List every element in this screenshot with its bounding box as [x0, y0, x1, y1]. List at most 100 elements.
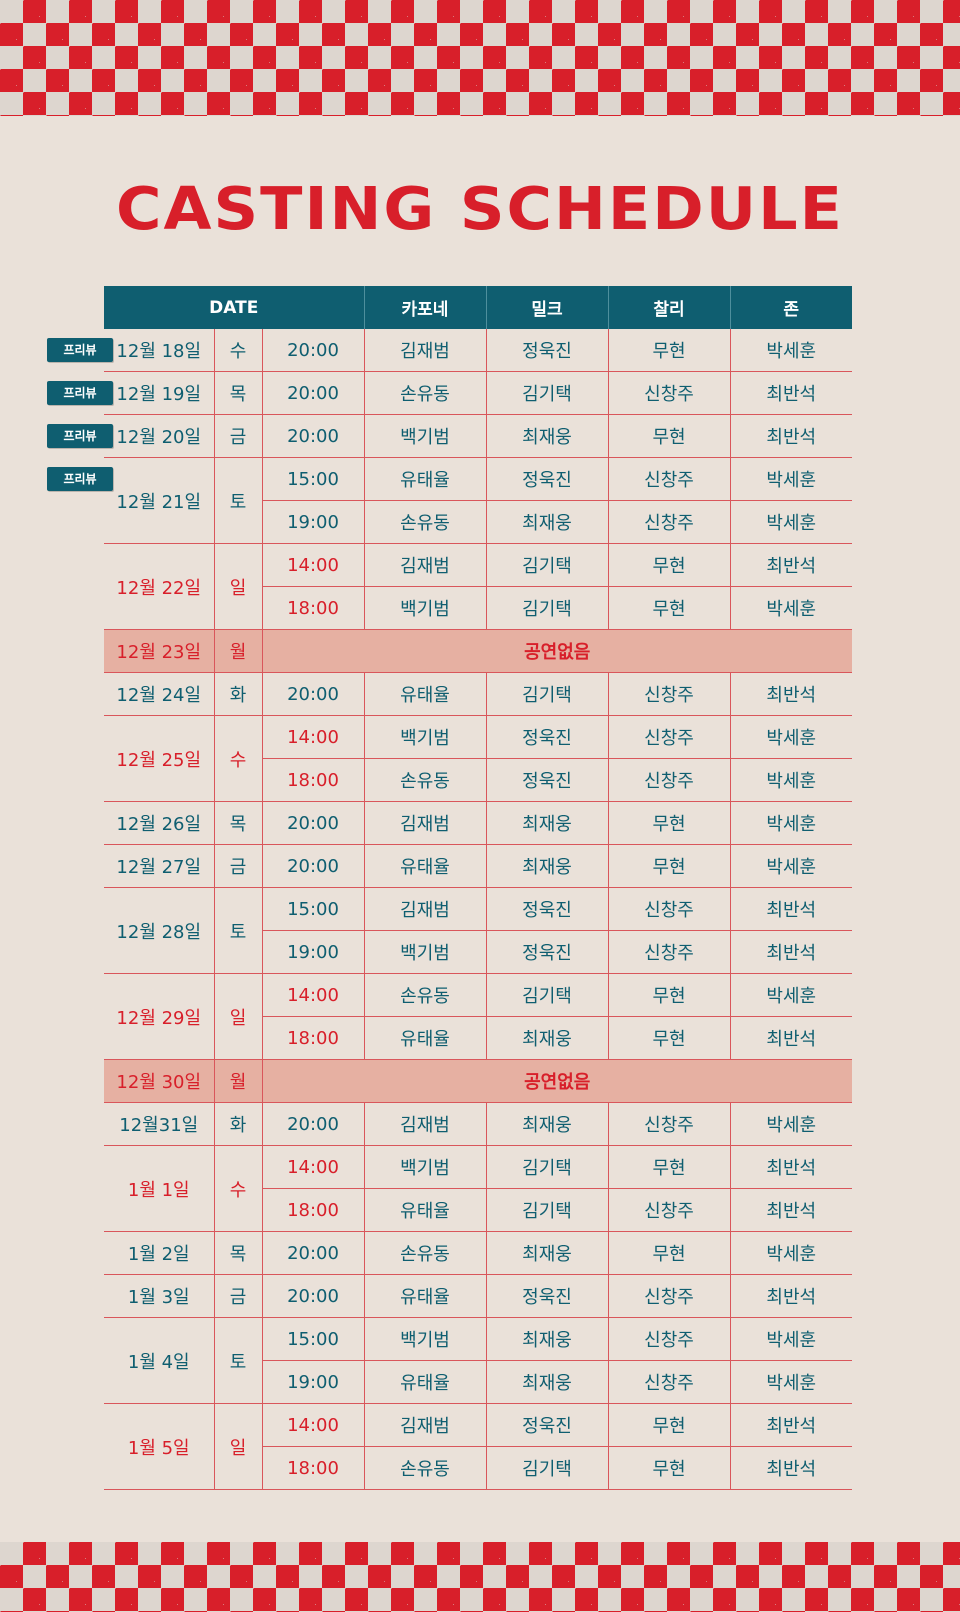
cast-cell: 손유동	[364, 371, 487, 415]
cast-cell: 백기범	[364, 715, 487, 759]
cast-cell: 박세훈	[730, 844, 852, 888]
time-cell: 14:00	[262, 543, 365, 587]
cast-cell: 최반석	[730, 543, 852, 587]
table-row: 12월31일 화 20:00 김재범 최재웅 신창주 박세훈	[104, 1102, 852, 1146]
cast-cell: 김재범	[364, 1102, 487, 1146]
cast-cell: 박세훈	[730, 801, 852, 845]
weekday-cell: 화	[214, 672, 263, 716]
time-cell: 18:00	[262, 586, 365, 630]
cast-cell: 정욱진	[486, 457, 609, 501]
date-cell: 12월 26일	[104, 801, 215, 845]
date-cell: 12월31일	[104, 1102, 215, 1146]
cast-cell: 정욱진	[486, 887, 609, 931]
header-john: 존	[730, 286, 852, 329]
cast-cell: 무현	[608, 801, 731, 845]
date-cell: 12월 22일	[104, 543, 215, 630]
cast-cell: 정욱진	[486, 715, 609, 759]
table-row: 1월 3일 금 20:00 유태율 정욱진 신창주 최반석	[104, 1274, 852, 1318]
cast-cell: 무현	[608, 973, 731, 1017]
cast-cell: 신창주	[608, 371, 731, 415]
date-cell: 12월 24일	[104, 672, 215, 716]
weekday-cell: 금	[214, 844, 263, 888]
table-row: 19:00 백기범 정욱진 신창주 최반석	[104, 930, 852, 974]
time-cell: 20:00	[262, 329, 365, 372]
cast-cell: 박세훈	[730, 500, 852, 544]
cast-cell: 신창주	[608, 672, 731, 716]
date-text: 12월 21일	[116, 491, 202, 513]
time-cell: 14:00	[262, 1403, 365, 1447]
weekday-cell: 금	[214, 414, 263, 458]
cast-cell: 김재범	[364, 801, 487, 845]
time-cell: 20:00	[262, 672, 365, 716]
cast-cell: 최반석	[730, 1145, 852, 1189]
weekday-cell: 월	[214, 629, 263, 673]
cast-cell: 최반석	[730, 1016, 852, 1060]
cast-cell: 최재웅	[486, 801, 609, 845]
header-capone: 카포네	[364, 286, 487, 329]
cast-cell: 박세훈	[730, 715, 852, 759]
date-text: 12월 19일	[116, 384, 202, 405]
table-row: 18:00 손유동 정욱진 신창주 박세훈	[104, 758, 852, 802]
header-date: DATE	[104, 286, 365, 329]
cast-cell: 박세훈	[730, 758, 852, 802]
cast-cell: 무현	[608, 586, 731, 630]
weekday-cell: 일	[214, 1403, 263, 1490]
weekday-cell: 월	[214, 1059, 263, 1103]
cast-cell: 무현	[608, 414, 731, 458]
preview-badge: 프리뷰	[47, 381, 113, 405]
time-cell: 20:00	[262, 801, 365, 845]
table-row: 18:00 손유동 김기택 무현 최반석	[104, 1446, 852, 1490]
date-cell: 1월 1일	[104, 1145, 215, 1232]
time-cell: 20:00	[262, 371, 365, 415]
cast-cell: 김재범	[364, 329, 487, 372]
checker-border-bottom	[0, 1542, 960, 1612]
cast-cell: 백기범	[364, 414, 487, 458]
cast-cell: 신창주	[608, 1188, 731, 1232]
cast-cell: 김재범	[364, 1403, 487, 1447]
cast-cell: 김기택	[486, 586, 609, 630]
cast-cell: 최반석	[730, 1274, 852, 1318]
cast-cell: 최반석	[730, 1188, 852, 1232]
table-row: 12월 25일 수 14:00 백기범 정욱진 신창주 박세훈	[104, 715, 852, 802]
cast-cell: 김기택	[486, 371, 609, 415]
cast-cell: 무현	[608, 329, 731, 372]
time-cell: 19:00	[262, 930, 365, 974]
cast-cell: 손유동	[364, 500, 487, 544]
date-cell: 프리뷰 12월 19일	[47, 371, 215, 415]
cast-cell: 박세훈	[730, 1231, 852, 1275]
time-cell: 14:00	[262, 1145, 365, 1189]
page-title: CASTING SCHEDULE	[116, 173, 844, 244]
date-cell: 프리뷰 12월 21일	[47, 457, 215, 544]
date-text: 12월 20일	[116, 427, 202, 448]
date-cell: 1월 2일	[104, 1231, 215, 1275]
cast-cell: 김기택	[486, 543, 609, 587]
cast-cell: 무현	[608, 1016, 731, 1060]
table-row: 12월 22일 일 14:00 김재범 김기택 무현 최반석	[104, 543, 852, 630]
time-cell: 19:00	[262, 500, 365, 544]
table-row: 1월 2일 목 20:00 손유동 최재웅 무현 박세훈	[104, 1231, 852, 1275]
cast-cell: 정욱진	[486, 758, 609, 802]
cast-cell: 무현	[608, 1231, 731, 1275]
cast-cell: 최반석	[730, 887, 852, 931]
cast-cell: 백기범	[364, 1317, 487, 1361]
table-row: 1월 4일 토 15:00 백기범 최재웅 신창주 박세훈	[104, 1317, 852, 1404]
weekday-cell: 수	[214, 715, 263, 802]
cast-cell: 신창주	[608, 1274, 731, 1318]
cast-cell: 유태율	[364, 457, 487, 501]
cast-cell: 백기범	[364, 586, 487, 630]
cast-cell: 유태율	[364, 672, 487, 716]
table-row: 프리뷰 12월 21일 토 15:00 유태율 정욱진 신창주 박세훈	[47, 457, 852, 544]
cast-cell: 최재웅	[486, 1231, 609, 1275]
cast-cell: 박세훈	[730, 457, 852, 501]
cast-cell: 최재웅	[486, 844, 609, 888]
cast-cell: 정욱진	[486, 329, 609, 372]
time-cell: 18:00	[262, 758, 365, 802]
cast-cell: 김기택	[486, 1188, 609, 1232]
time-cell: 19:00	[262, 1360, 365, 1404]
date-cell: 프리뷰 12월 20일	[47, 414, 215, 458]
table-row: 18:00 백기범 김기택 무현 박세훈	[104, 586, 852, 630]
table-row: 프리뷰 12월 18일 수 20:00 김재범 정욱진 무현 박세훈	[47, 329, 852, 372]
table-row: 프리뷰 12월 20일 금 20:00 백기범 최재웅 무현 최반석	[47, 414, 852, 458]
header-milk: 밀크	[486, 286, 609, 329]
cast-cell: 김기택	[486, 973, 609, 1017]
